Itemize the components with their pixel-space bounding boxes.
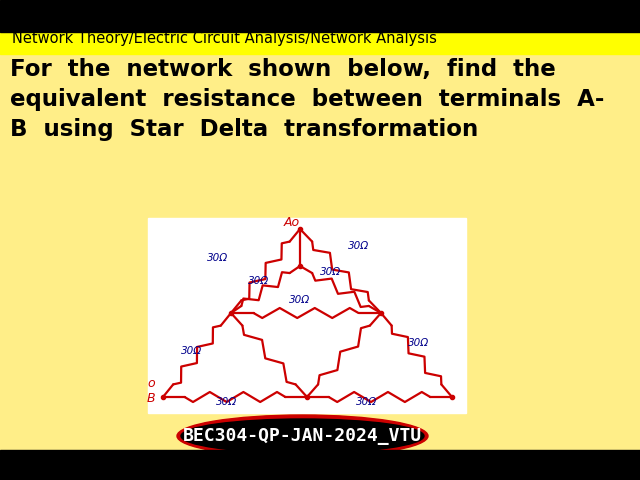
Text: BEC304-QP-JAN-2024_VTU: BEC304-QP-JAN-2024_VTU [183,427,422,445]
Bar [148,218,466,413]
Text: 30Ω: 30Ω [181,346,202,356]
Text: 30Ω: 30Ω [348,241,369,251]
Text: 30Ω: 30Ω [207,253,228,263]
Bar [0,0,640,32]
Text: 30Ω: 30Ω [320,267,341,277]
Bar [0,450,640,480]
Text: B  using  Star  Delta  transformation: B using Star Delta transformation [10,118,478,141]
Text: 30Ω: 30Ω [356,397,377,407]
Text: 30Ω: 30Ω [248,276,269,286]
Ellipse shape [177,415,428,457]
Text: 30Ω: 30Ω [216,397,237,407]
Bar [0,32,640,54]
Text: For  the  network  shown  below,  find  the: For the network shown below, find the [10,58,556,81]
Text: Network Theory/Electric Circuit Analysis/Network Analysis: Network Theory/Electric Circuit Analysis… [12,31,437,46]
Text: 30Ω: 30Ω [289,295,310,305]
Text: o
B: o B [147,377,156,405]
Text: Ao: Ao [284,216,300,229]
Text: equivalent  resistance  between  terminals  A-: equivalent resistance between terminals … [10,88,604,111]
Ellipse shape [181,419,424,453]
Text: 30Ω: 30Ω [408,338,429,348]
